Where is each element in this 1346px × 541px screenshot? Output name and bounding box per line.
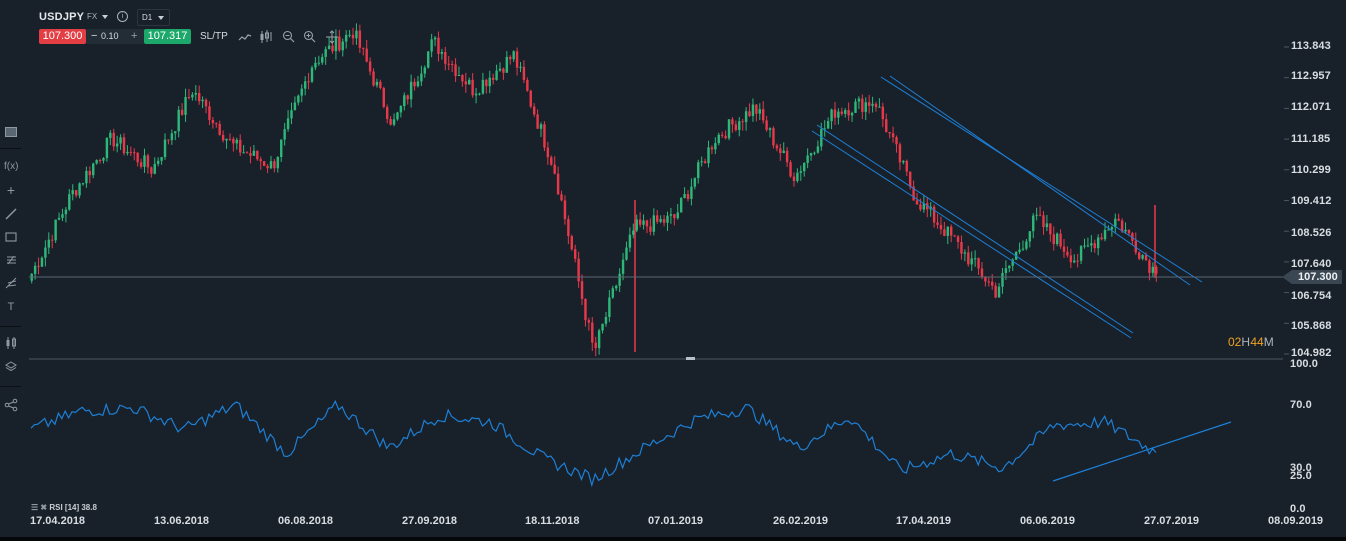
buy-button[interactable]: 107.317 [144,29,191,44]
symbol-title[interactable]: USDJPY [39,11,85,23]
price-tick: 105.868 [1291,320,1332,332]
market-label: FX [87,12,98,21]
fibonacci-icon[interactable] [4,253,18,267]
chevron-down-icon [158,16,164,20]
function-icon[interactable]: f(x) [4,161,19,172]
sltp-button[interactable]: SL/TP [200,31,228,42]
trendline-icon[interactable] [4,207,18,221]
date-tick: 17.04.2018 [30,515,86,527]
price-tick: 106.754 [1291,290,1332,302]
market-dropdown-icon[interactable] [102,15,108,19]
settings-icon[interactable]: ☰ [31,503,39,512]
date-tick: 08.09.2019 [1268,515,1324,527]
rsi-trendline [1052,421,1232,482]
candlestick-icon[interactable] [259,29,273,45]
current-price-label: 107.300 [1292,270,1342,284]
rsi-legend: ☰ ✖ RSI [14] 38.8 [31,503,97,512]
price-tick: 111.185 [1291,133,1331,145]
chart-area-icon[interactable] [4,124,18,138]
drawing-toolbar: f(x) + T [0,110,22,420]
crosshair-move-icon[interactable] [325,30,340,45]
price-tick: 112.071 [1291,101,1331,113]
text-icon[interactable]: T [7,301,15,313]
candlestick-series [30,23,1158,357]
rsi-tick: 25.0 [1290,470,1312,482]
date-tick: 26.02.2019 [773,515,829,527]
rsi-tick: 70.0 [1290,399,1312,411]
crosshair-icon[interactable]: + [6,182,16,198]
volume-stepper[interactable]: − 0.10 + [86,29,144,44]
date-tick: 06.08.2018 [278,515,334,527]
trend-channel-lines [811,75,1203,339]
window-bottom-edge [0,537,1346,541]
indicators-icon[interactable] [4,336,18,350]
candle-countdown: 02H 44M [1228,335,1274,349]
price-tick: 112.957 [1291,70,1331,82]
decrease-button[interactable]: − [91,30,98,42]
price-tick: 108.526 [1291,227,1332,239]
close-icon[interactable]: ✖ [40,503,48,512]
date-tick: 27.09.2018 [402,515,458,527]
date-tick: 18.11.2018 [525,515,580,527]
rsi-line [30,399,1157,488]
date-tick: 13.06.2018 [154,515,210,527]
price-tick: 113.843 [1291,40,1331,52]
rsi-tick: 100.0 [1290,358,1319,370]
date-tick: 27.07.2019 [1144,515,1200,527]
rsi-tick: 0.0 [1290,503,1306,515]
rsi-label: RSI [14] 38.8 [49,503,97,512]
countdown-minutes: 44 [1250,335,1264,349]
price-tick: 109.412 [1291,195,1332,207]
rectangle-icon[interactable] [4,230,18,244]
zoom-out-icon[interactable] [282,30,295,43]
pane-resize-handle[interactable] [686,357,695,360]
timeframe-select[interactable]: D1 [137,9,170,26]
pitchfork-icon[interactable] [4,276,18,290]
increase-button[interactable]: + [131,30,138,42]
date-tick: 06.06.2019 [1020,515,1076,527]
zoom-in-icon[interactable] [303,30,316,43]
rsi-tick: 30.0 [1290,462,1312,474]
share-icon[interactable] [4,398,18,412]
date-tick: 17.04.2019 [896,515,952,527]
price-tick: 110.299 [1291,164,1331,176]
line-chart-icon[interactable] [238,31,252,43]
volume-value[interactable]: 0.10 [101,31,119,41]
info-icon[interactable]: i [117,11,128,22]
date-tick: 07.01.2019 [648,515,704,527]
layers-icon[interactable] [4,360,18,374]
price-axis-ticks [1284,46,1289,355]
current-price-marker [1282,270,1292,284]
price-tick: 107.640 [1291,258,1332,270]
timeframe-value: D1 [142,13,153,22]
sell-button[interactable]: 107.300 [39,29,86,44]
price-tick: 104.982 [1291,347,1332,359]
countdown-hours: 02 [1228,335,1242,349]
